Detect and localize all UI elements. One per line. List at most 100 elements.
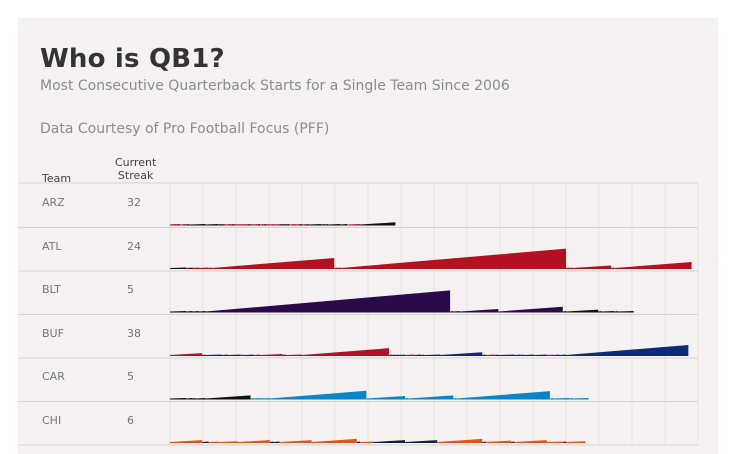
row-streak-value: 32: [127, 196, 141, 209]
streak-segment: [617, 311, 634, 313]
streak-segment: [498, 354, 515, 356]
streak-segment: [611, 267, 615, 269]
streak-segment: [340, 248, 566, 269]
streak-segment: [302, 224, 306, 226]
streak-segment: [170, 440, 203, 443]
chart-title: Who is QB1?: [40, 44, 225, 74]
streak-segment: [302, 348, 389, 356]
streak-segment: [546, 441, 563, 443]
streak-segment: [250, 398, 254, 400]
streak-segment: [227, 354, 241, 356]
streak-segment: [195, 398, 206, 400]
streak-segment: [437, 438, 483, 443]
streak-segment: [253, 354, 261, 356]
column-header-streak: Current Streak: [115, 156, 156, 182]
streak-segment: [205, 395, 251, 400]
streak-segment: [405, 354, 415, 356]
streak-segment: [263, 398, 270, 400]
streak-segment: [482, 354, 486, 356]
streak-segment: [520, 354, 525, 356]
row-streak-value: 5: [127, 283, 134, 296]
streak-segment: [414, 354, 422, 356]
streak-segment: [298, 224, 302, 226]
streak-segment: [282, 354, 286, 356]
streak-segment: [559, 354, 566, 356]
streak-segment: [289, 224, 296, 226]
streak-segment: [266, 224, 270, 226]
streak-segment: [189, 267, 193, 269]
streak-segment: [572, 265, 612, 269]
streak-segment: [456, 391, 550, 400]
streak-segment: [562, 311, 566, 313]
streak-segment: [189, 224, 206, 226]
streak-segment: [263, 224, 267, 226]
streak-segment: [234, 224, 238, 226]
streak-segment: [337, 267, 341, 269]
streak-segment: [566, 441, 586, 443]
streak-segment: [388, 354, 393, 356]
streak-segment: [218, 224, 222, 226]
streak-segment: [308, 224, 322, 226]
streak-segment: [205, 224, 219, 226]
row-team-label: ATL: [42, 239, 62, 253]
streak-segment: [179, 224, 187, 226]
streak-segment: [553, 354, 560, 356]
streak-segment: [601, 311, 615, 313]
streak-segment: [514, 354, 521, 356]
streak-segment: [401, 354, 406, 356]
streak-segment: [240, 224, 245, 226]
row-team-label: ARZ: [42, 196, 65, 209]
streak-segment: [392, 354, 396, 356]
streak-segment: [569, 267, 573, 269]
streak-segment: [256, 224, 261, 226]
streak-segment: [170, 398, 187, 400]
streak-segment: [205, 354, 222, 356]
streak-segment: [372, 440, 406, 443]
streak-segment: [244, 354, 254, 356]
row-team-label: BUF: [42, 326, 64, 340]
streak-segment: [285, 224, 290, 226]
row-streak-value: 6: [127, 413, 134, 427]
streak-segment: [366, 396, 406, 400]
streak-segment: [240, 354, 245, 356]
column-header-team: Team: [42, 172, 72, 185]
streak-segment: [566, 344, 689, 356]
streak-segment: [208, 441, 219, 443]
streak-segment: [186, 398, 193, 400]
streak-segment: [395, 354, 399, 356]
streak-segment: [485, 440, 512, 443]
streak-segment: [482, 441, 486, 443]
streak-segment: [295, 224, 299, 226]
streak-segment: [340, 224, 348, 226]
column-header-streak-line2: Streak: [117, 169, 154, 182]
streak-segment: [279, 224, 283, 226]
streak-segment: [253, 398, 261, 400]
streak-segment: [598, 311, 602, 313]
streak-segment: [347, 224, 360, 226]
row-team-label: CHI: [42, 413, 62, 427]
column-header-streak-line1: Current: [115, 156, 157, 169]
streak-segment: [224, 224, 232, 226]
streak-segment: [192, 398, 196, 400]
streak-segment: [170, 353, 203, 356]
streak-segment: [260, 398, 264, 400]
streak-segment: [498, 306, 563, 313]
streak-segment: [237, 440, 270, 443]
streak-segment: [359, 222, 396, 226]
streak-chart: [18, 182, 699, 446]
chart-card: Who is QB1? Most Consecutive Quarterback…: [18, 18, 718, 454]
streak-segment: [549, 354, 554, 356]
streak-segment: [269, 224, 274, 226]
streak-segment: [524, 354, 534, 356]
streak-segment: [186, 267, 190, 269]
streak-segment: [408, 395, 454, 400]
streak-segment: [450, 311, 454, 313]
streak-segment: [424, 354, 441, 356]
streak-segment: [514, 440, 547, 443]
streak-segment: [421, 354, 425, 356]
streak-segment: [569, 398, 573, 400]
streak-segment: [221, 354, 228, 356]
streak-segment: [533, 354, 547, 356]
streak-segment: [247, 224, 251, 226]
streak-segment: [231, 224, 235, 226]
